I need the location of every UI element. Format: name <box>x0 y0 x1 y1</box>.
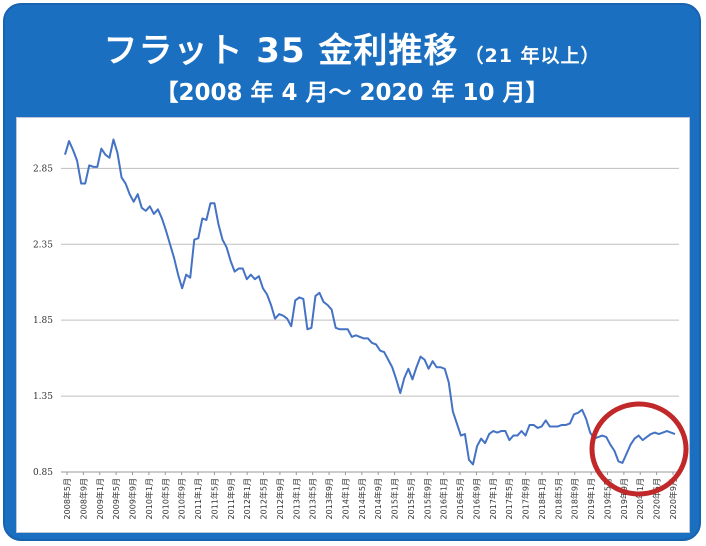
chart-period: 【2008 年 4 月～ 2020 年 10 月】 <box>155 80 549 106</box>
x-tick-label: 2010年9月 <box>177 478 187 519</box>
x-tick-label: 2012年9月 <box>275 478 285 519</box>
x-tick-label: 2016年9月 <box>471 478 481 519</box>
x-tick-label: 2020年5月 <box>652 478 662 519</box>
y-tick-label: 0.85 <box>33 468 53 478</box>
y-tick-label: 1.35 <box>33 392 53 402</box>
y-tick-label: 1.85 <box>33 316 53 326</box>
x-tick-label: 2010年5月 <box>160 478 170 519</box>
x-tick-label: 2017年5月 <box>504 478 514 519</box>
x-tick-label: 2020年1月 <box>635 478 645 519</box>
x-tick-label: 2008年5月 <box>62 478 72 519</box>
x-tick-label: 2009年5月 <box>111 478 121 519</box>
plot-panel: 2.85 2.35 1.85 1.35 0.85 2008年5月 2008年9月 2009年1… <box>16 117 690 533</box>
x-tick-label: 2009年9月 <box>128 478 138 519</box>
x-tick-label: 2015年1月 <box>390 478 400 519</box>
chart-card: フラット 35 金利推移 （21 年以上） 【2008 年 4 月～ 2020 年… <box>3 3 701 541</box>
x-tick-label: 2013年5月 <box>308 478 318 519</box>
x-tick-label: 2014年5月 <box>357 478 367 519</box>
x-tick-label: 2011年1月 <box>193 478 203 519</box>
x-tick-label: 2019年5月 <box>602 478 612 519</box>
title-banner: フラット 35 金利推移 （21 年以上） 【2008 年 4 月～ 2020 年… <box>5 5 699 117</box>
x-tick-label: 2015年5月 <box>406 478 416 519</box>
highlight-circle <box>589 401 689 497</box>
x-tick-label: 2015年9月 <box>422 478 432 519</box>
x-tick-label: 2012年5月 <box>259 478 269 519</box>
x-tick-label: 2019年1月 <box>586 478 596 519</box>
x-tick-label: 2020年9月 <box>668 478 678 519</box>
x-tick-label: 2013年1月 <box>291 478 301 519</box>
x-tick-label: 2017年9月 <box>521 478 531 519</box>
y-tick-label: 2.85 <box>33 164 53 174</box>
x-tick-label: 2018年1月 <box>537 478 547 519</box>
x-tick-label: 2009年1月 <box>95 478 105 519</box>
x-tick-label: 2014年1月 <box>340 478 350 519</box>
chart-title: フラット 35 金利推移 （21 年以上） <box>5 23 699 72</box>
y-tick-label: 2.35 <box>33 240 53 250</box>
x-tick-label: 2013年9月 <box>324 478 334 519</box>
x-tick-label: 2019年9月 <box>619 478 629 519</box>
x-tick-label: 2016年5月 <box>455 478 465 519</box>
x-tick-label: 2011年5月 <box>209 478 219 519</box>
line-chart: 2.85 2.35 1.85 1.35 0.85 2008年5月 2008年9月 2009年1… <box>33 138 689 519</box>
x-tick-label: 2010年1月 <box>144 478 154 519</box>
x-tick-label: 2018年5月 <box>553 478 563 519</box>
x-tick-label: 2008年9月 <box>78 478 88 519</box>
x-tick-label: 2011年9月 <box>226 478 236 519</box>
chart-title-term: （21 年以上） <box>464 45 601 67</box>
x-tick-label: 2017年1月 <box>488 478 498 519</box>
chart-title-main: フラット 35 金利推移 <box>103 31 459 71</box>
x-tick-label: 2014年9月 <box>373 478 383 519</box>
x-tick-label: 2016年1月 <box>439 478 449 519</box>
x-tick-label: 2018年9月 <box>570 478 580 519</box>
series-line <box>64 138 676 466</box>
x-tick-label: 2012年1月 <box>242 478 252 519</box>
